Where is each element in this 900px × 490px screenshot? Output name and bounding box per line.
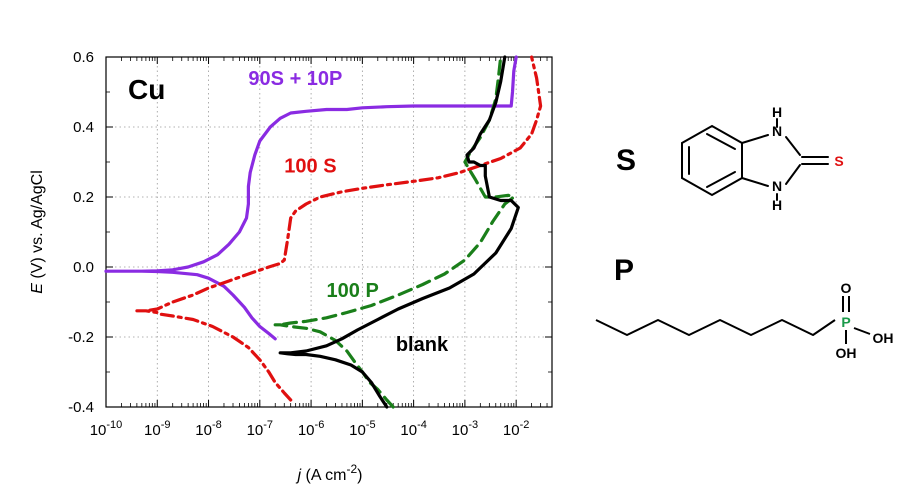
series-labels: 90S + 10P 100 S 100 P blank	[248, 68, 449, 356]
x-tick-label: 10-3	[452, 419, 478, 439]
atom-p: P	[841, 314, 850, 330]
ring-bond-top	[741, 134, 769, 144]
x-tick-label: 10-4	[400, 419, 426, 439]
alkyl-chain	[595, 319, 836, 336]
atom-oh-right: OH	[873, 330, 894, 346]
benzene-inner-bond-1	[706, 133, 736, 150]
x-tick-label: 10-6	[298, 419, 324, 439]
atom-o-top: O	[841, 280, 852, 296]
x-tick-labels: 10-10 10-9 10-8 10-7 10-6 10-5 10-4 10-3 10-2	[90, 419, 530, 439]
y-tick-label: 0.6	[73, 49, 94, 66]
structure-s: S H N N H S	[616, 104, 844, 213]
y-tick-label: -0.4	[68, 399, 94, 416]
benzene-inner-bond-2	[706, 171, 736, 188]
x-axis-title: j (A cm-2)	[296, 462, 363, 484]
y-tick-label: 0.0	[73, 259, 94, 276]
series-line-100-p	[273, 55, 516, 409]
benzimidazole-thione-drawing	[681, 118, 829, 201]
series-label-blank: blank	[396, 334, 449, 356]
atom-s-thione: S	[834, 153, 843, 169]
atom-h-bottom: H	[772, 197, 782, 213]
series-line-blank	[278, 55, 520, 409]
x-tick-label: 10-2	[503, 419, 529, 439]
series-label-100-s: 100 S	[284, 156, 336, 178]
x-tick-label: 10-7	[247, 419, 273, 439]
panel-label: Cu	[128, 74, 165, 105]
y-tick-label: 0.2	[73, 189, 94, 206]
phosphonic-bonds	[842, 296, 871, 344]
atom-oh-bottom: OH	[836, 345, 857, 361]
x-tick-label: 10-8	[195, 419, 221, 439]
x-tick-label: 10-10	[90, 419, 123, 439]
x-tick-label: 10-9	[144, 419, 170, 439]
p-oh-right	[853, 327, 871, 335]
ring-bond-bottom	[741, 177, 769, 187]
series-line-90s-10p	[104, 55, 518, 341]
ring-bond-n-c-bottom	[785, 164, 801, 185]
x-tick-label: 10-5	[349, 419, 375, 439]
polarization-chart: 10-10 10-9 10-8 10-7 10-6 10-5 10-4 10-3 10-2 -0…	[29, 49, 553, 484]
atom-n-top: N	[772, 123, 782, 139]
y-axis-title: E (V) vs. Ag/AgCl	[29, 170, 46, 294]
atom-h-top: H	[772, 104, 782, 120]
y-tick-labels: -0.4 -0.2 0.0 0.2 0.4 0.6	[68, 49, 94, 416]
y-tick-label: -0.2	[68, 329, 94, 346]
series-label-90s-10p: 90S + 10P	[248, 68, 342, 90]
series-lines	[104, 55, 543, 409]
atom-n-bottom: N	[772, 178, 782, 194]
series-label-100-p: 100 P	[327, 280, 379, 302]
structure-p-label: P	[614, 254, 634, 287]
structure-p: P O P OH OH	[595, 254, 894, 361]
y-tick-label: 0.4	[73, 119, 94, 136]
structure-s-label: S	[616, 144, 636, 177]
ring-bond-n-c-top	[785, 136, 801, 156]
